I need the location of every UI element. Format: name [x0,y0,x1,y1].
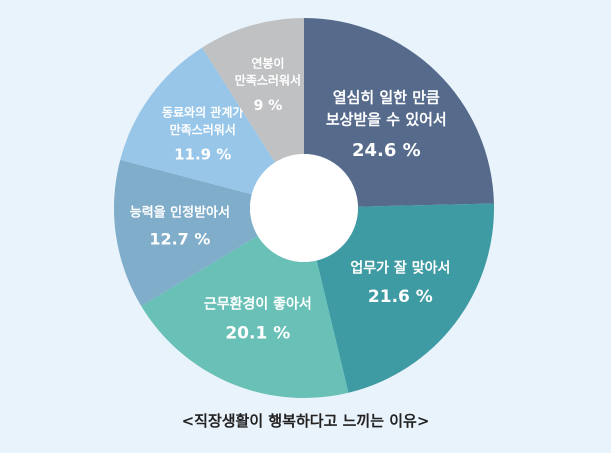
slice-name: 업무가 잘 맞아서 [350,259,450,276]
slice-value: 12.7 % [149,229,210,248]
pie-slice [202,18,304,163]
slice-value: 21.6 % [368,287,433,307]
pie-slice [113,159,258,307]
slice-name: 동료와의 관계가 [162,105,243,120]
slice-name: 연봉이 [251,55,284,70]
slice-name: 열심히 일한 만큼 [333,89,440,107]
slice-label: 능력을 인정받아서 12.7 % [130,205,230,249]
slice-name: 만족스러워서 [235,73,301,88]
slice-label: 업무가 잘 맞아서 21.6 % [350,259,450,307]
pie-slice [304,18,494,207]
donut-hole [250,154,358,262]
slice-value: 24.6 % [352,140,421,161]
slice-value: 11.9 % [174,146,231,164]
slice-value: 9 % [254,98,283,114]
slice-name: 만족스러워서 [170,122,236,137]
pie-slice [120,47,276,195]
pie-slice [316,203,494,393]
chart-title: <직장생활이 행복하다고 느끼는 이유> [181,412,430,430]
slice-name: 근무환경이 좋아서 [204,296,312,313]
slice-label: 근무환경이 좋아서 20.1 % [204,296,312,344]
slice-value: 20.1 % [225,323,290,343]
slice-name: 보상받을 수 있어서 [326,110,447,128]
slice-name: 능력을 인정받아서 [130,205,230,221]
pie-slice [141,235,349,398]
